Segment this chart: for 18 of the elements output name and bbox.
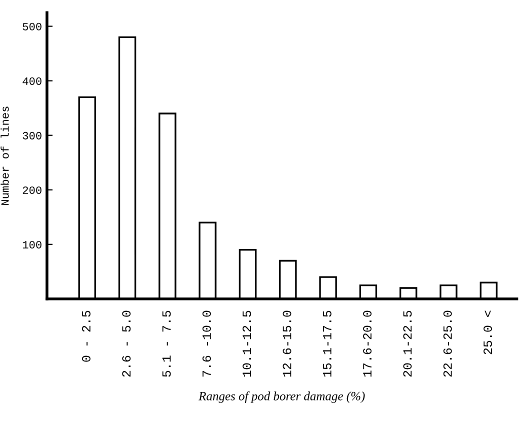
x-tick-label: 22.6-25.0	[443, 310, 452, 377]
x-tick-label: 5.1 - 7.5	[162, 310, 171, 377]
y-tick-label: 300	[22, 132, 42, 140]
y-tick-label: 100	[22, 240, 42, 249]
x-axis-title: Ranges of pod borer damage (%)	[198, 391, 365, 403]
x-tick-label: 15.1-17.5	[323, 310, 332, 377]
x-tick-label: 12.6-15.0	[282, 310, 292, 377]
y-tick-label: 200	[22, 186, 42, 194]
x-tick-label: 2.6 - 5.0	[122, 310, 131, 377]
y-tick-label: 400	[22, 77, 42, 85]
x-tick-label: 10.1-12.5	[242, 310, 252, 377]
x-tick-label: 7.6 -10.0	[202, 310, 211, 377]
x-tick-label: 17.6-20.0	[363, 310, 372, 377]
x-tick-label: 0 - 2.5	[82, 310, 90, 362]
x-tick-label: 20.1-22.5	[403, 310, 412, 377]
x-tick-label: 25.0 <	[484, 310, 492, 354]
y-tick-label: 500	[22, 22, 42, 30]
y-axis-title: Number of lines	[0, 106, 9, 205]
